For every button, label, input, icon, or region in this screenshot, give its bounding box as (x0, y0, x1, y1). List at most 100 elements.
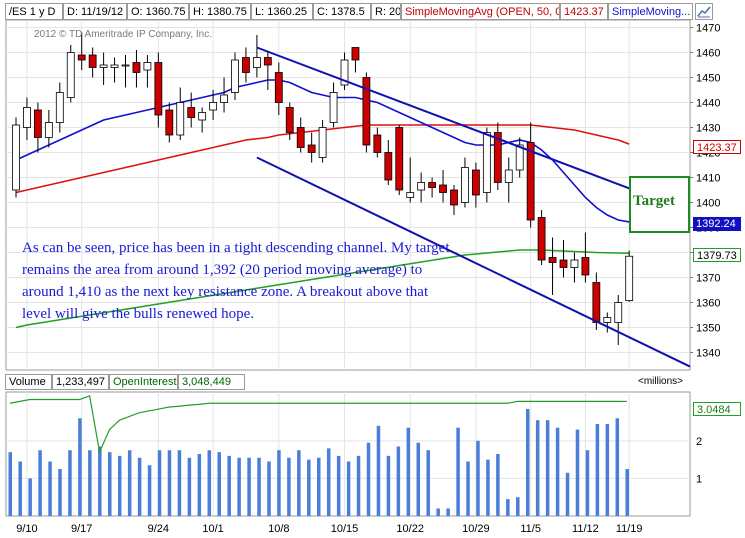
candle-down (439, 184, 447, 193)
volume-bar (8, 452, 12, 516)
close-label: C: 1378.5 (313, 3, 371, 20)
price-tick-label: 1440 (696, 98, 720, 110)
volume-bar (535, 420, 540, 516)
candle-up (99, 64, 108, 68)
sma50-price-tag: 1423.37 (693, 140, 741, 154)
volume-bar (326, 448, 331, 516)
chart-settings-icon[interactable] (695, 3, 713, 20)
x-tick-label: 11/12 (572, 523, 599, 535)
x-tick-label: 11/19 (616, 523, 643, 535)
candle-down (88, 54, 97, 68)
x-tick-label: 10/1 (202, 523, 223, 535)
channel-layer (256, 46, 691, 368)
candle-up (66, 52, 75, 98)
volume-bar (267, 461, 271, 516)
sma-study-value: 1423.37 (560, 3, 608, 20)
volume-bar (88, 450, 92, 516)
volume-layer (8, 394, 629, 516)
candle-down (592, 282, 601, 323)
volume-bar (356, 455, 361, 516)
candle-up (176, 102, 185, 136)
target-label: Target (633, 193, 675, 209)
sma2-study-label[interactable]: SimpleMoving... (608, 3, 693, 20)
candle-down (132, 62, 141, 73)
candle-down (165, 109, 174, 136)
volume-bar (197, 454, 202, 516)
candle-down (263, 57, 272, 66)
volume-bar (605, 423, 610, 516)
low-label: L: 1360.25 (251, 3, 313, 20)
volume-bar (516, 497, 520, 516)
x-tick-label: 9/24 (148, 523, 169, 535)
price-tick-label: 1410 (696, 173, 720, 185)
sma-study-label[interactable]: SimpleMovingAvg (OPEN, 50, 0) (401, 3, 560, 20)
candle-up (504, 169, 513, 183)
volume-bar (476, 440, 480, 516)
volume-bar (506, 499, 510, 516)
candle-up (220, 94, 228, 103)
candle-down (428, 182, 437, 188)
x-tick-label: 9/10 (16, 523, 37, 535)
volume-bar (317, 457, 321, 516)
channel-lower-line (256, 156, 691, 368)
volume-bar (247, 457, 251, 516)
price-tick-label: 1400 (696, 198, 720, 210)
volume-bar (396, 446, 401, 516)
volume-tick-label: 2 (696, 436, 702, 448)
analysis-annotation: As can be seen, price has been in a tigh… (22, 240, 450, 322)
volume-bar (496, 454, 500, 516)
volume-label[interactable]: Volume (5, 374, 52, 390)
price-tick-label: 1450 (696, 73, 720, 85)
volume-bar (615, 418, 620, 516)
candle-down (559, 259, 568, 268)
candle-up (110, 64, 119, 68)
x-tick-label: 10/29 (462, 523, 490, 535)
candle-down (493, 132, 502, 183)
open-interest-line (9, 394, 628, 455)
candle-up (121, 64, 130, 67)
volume-bar (625, 469, 629, 516)
volume-bar (575, 429, 580, 516)
price-tick-label: 1470 (696, 23, 720, 35)
symbol-label[interactable]: /ES 1 y D (5, 3, 63, 20)
candle-down (351, 47, 360, 61)
volume-bar (287, 457, 291, 516)
candle-down (34, 109, 42, 138)
volume-bar (108, 452, 112, 516)
open-interest-value: 3,048,449 (178, 374, 245, 390)
volume-bar (227, 455, 231, 516)
volume-bar (386, 455, 391, 516)
open-interest-label[interactable]: OpenInterest (109, 374, 178, 390)
channel-upper-line (256, 46, 691, 213)
volume-bar (167, 450, 172, 516)
volume-bar (366, 442, 371, 516)
volume-units-label: <millions> (638, 376, 684, 387)
price-tick-label: 1460 (696, 48, 720, 60)
candle-up (44, 122, 53, 138)
candle-up (417, 182, 426, 191)
candle-down (296, 127, 305, 148)
candle-down (274, 72, 283, 103)
candle-up (461, 167, 469, 203)
volume-tick-label: 1 (696, 473, 702, 485)
volume-bar (595, 423, 600, 516)
candle-down (548, 257, 557, 263)
candle-down (285, 107, 294, 133)
candle-up (482, 132, 491, 193)
candle-down (384, 152, 393, 181)
volume-bar (38, 450, 42, 516)
candle-up (12, 124, 20, 191)
price-tick-label: 1430 (696, 123, 720, 135)
price-tick-label: 1360 (696, 298, 720, 310)
axis-labels: 9/10 9/17 9/24 10/1 10/8 10/15 10/22 10/29 11/5 1… (16, 23, 720, 536)
volume-bar (336, 455, 341, 516)
copyright-notice: 2012 © TD Ameritrade IP Company, Inc. (34, 29, 213, 40)
candle-up (625, 255, 634, 302)
candle-up (340, 59, 349, 86)
candle-up (406, 192, 415, 198)
candle-up (318, 127, 327, 158)
volume-bar (157, 450, 162, 516)
candle-down (395, 127, 404, 191)
sma20-line (15, 79, 630, 223)
volume-bar (406, 427, 411, 516)
